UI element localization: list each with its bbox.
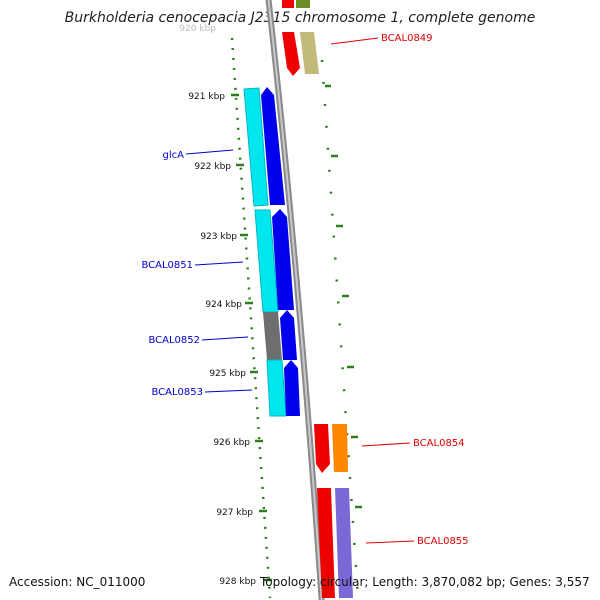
topology-text: Topology: circular; Length: 3,870,082 bp…	[260, 575, 590, 589]
ruler-label-923kbp: 923 kbp	[200, 232, 237, 242]
gene-BCAL0849-block	[300, 32, 319, 74]
gene-BCAL0855-block	[335, 488, 353, 598]
inner-ruler-dots	[230, 37, 272, 599]
ruler-ticks	[231, 93, 272, 582]
gene-label-BCAL0855: BCAL0855	[417, 536, 469, 547]
reverse-genes	[282, 0, 353, 598]
gene-label-BCAL0853: BCAL0853	[151, 387, 203, 398]
ruler-label-926kbp: 926 kbp	[213, 438, 250, 448]
ruler-label-927kbp: 927 kbp	[216, 508, 253, 518]
left-leaders	[185, 149, 253, 393]
gene-arrow-red-top	[282, 32, 300, 76]
gene-arrow-red-mid	[314, 424, 330, 473]
outer-ruler-dots	[320, 59, 360, 599]
gene-arrow-glcA	[261, 87, 285, 205]
accession-text: Accession: NC_011000	[9, 575, 146, 589]
ruler-label-925kbp: 925 kbp	[209, 369, 246, 379]
gene-BCAL0853-block	[266, 359, 287, 417]
gene-label-BCAL0854: BCAL0854	[413, 438, 465, 449]
ruler-label-922kbp: 922 kbp	[194, 162, 231, 172]
gene-label-glcA: glcA	[163, 150, 185, 161]
ruler-label-924kbp: 924 kbp	[205, 300, 242, 310]
gene-arrow-BCAL0853	[284, 360, 300, 416]
ruler-label-921kbp: 921 kbp	[188, 92, 225, 102]
gene-BCAL0852-block	[263, 312, 282, 360]
outer-ruler-ticks	[325, 84, 362, 509]
gene-label-BCAL0851: BCAL0851	[141, 260, 193, 271]
gene-label-BCAL0849: BCAL0849	[381, 33, 433, 44]
gene-glcA-block	[243, 87, 269, 207]
map-title: Burkholderia cenocepacia J2315 chromosom…	[64, 10, 536, 26]
gene-arrow-BCAL0852	[280, 310, 297, 360]
gene-label-BCAL0852: BCAL0852	[148, 335, 200, 346]
inner-track	[243, 87, 287, 417]
gene-arrow-BCAL0851	[272, 209, 294, 310]
right-leaders	[330, 37, 415, 544]
forward-genes	[261, 87, 300, 416]
ruler-label-920kbp: 920 kbp	[179, 24, 216, 34]
gene-arrow-red-bottom	[317, 488, 335, 598]
gene-BCAL0854-block	[332, 424, 348, 472]
ruler-label-928kbp: 928 kbp	[219, 577, 256, 587]
